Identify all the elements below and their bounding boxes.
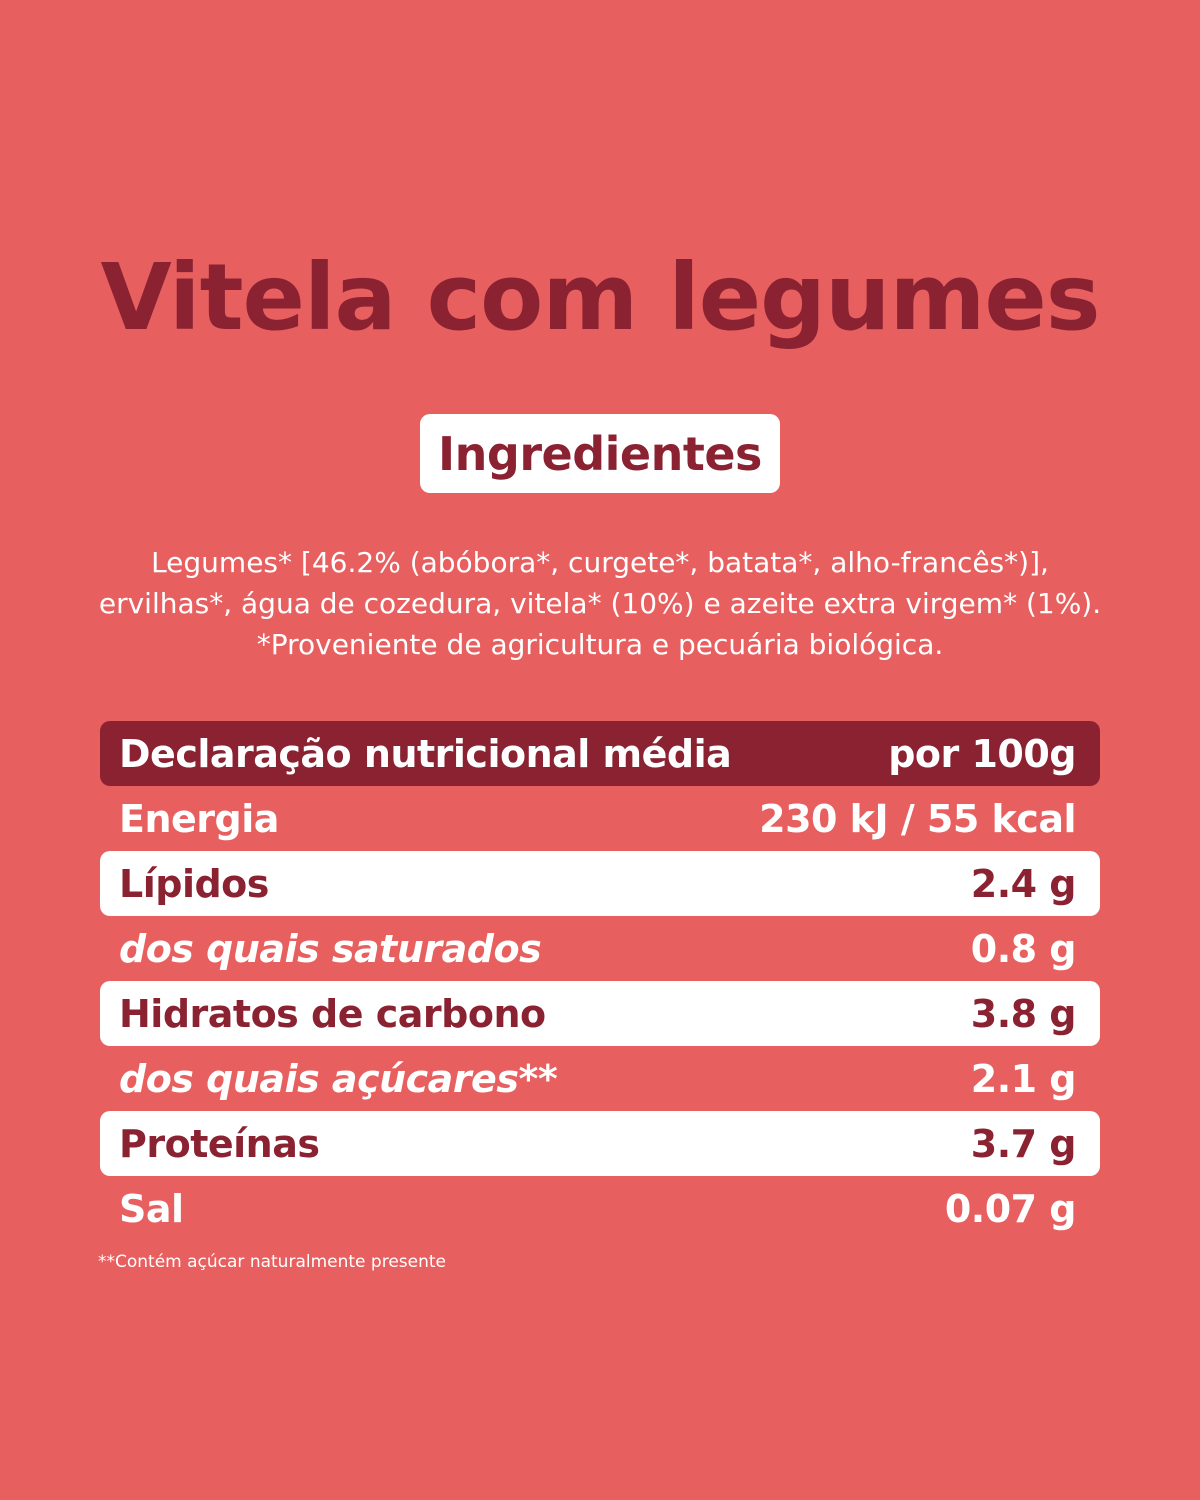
nutrition-row-proteinas: Proteínas 3.7 g (100, 1111, 1100, 1176)
ingredients-heading: Ingredientes (438, 426, 762, 481)
ingredients-text: Legumes* [46.2% (abóbora*, curgete*, bat… (40, 542, 1160, 665)
nutrition-row-sal: Sal 0.07 g (100, 1176, 1100, 1241)
nutrient-label: Hidratos de carbono (119, 991, 546, 1036)
nutrition-table: Declaração nutricional média por 100g En… (100, 721, 1100, 1241)
nutrient-value: 0.07 g (944, 1186, 1077, 1231)
nutrient-value: 3.8 g (970, 991, 1077, 1036)
ingredients-line: Legumes* [46.2% (abóbora*, curgete*, bat… (151, 546, 1049, 579)
nutrient-label: Sal (119, 1186, 184, 1231)
nutrient-value: 3.7 g (970, 1121, 1077, 1166)
footnote: **Contém açúcar naturalmente presente (98, 1252, 446, 1272)
nutrient-value: 2.1 g (970, 1056, 1077, 1101)
product-title: Vitela com legumes (100, 244, 1100, 351)
ingredients-line: ervilhas*, água de cozedura, vitela* (10… (98, 587, 1102, 620)
nutrition-header-label: Declaração nutricional média (119, 731, 732, 776)
nutrient-value: 230 kJ / 55 kcal (759, 796, 1076, 841)
nutrient-label: dos quais saturados (119, 926, 542, 971)
nutrient-value: 0.8 g (970, 926, 1077, 971)
nutrition-table-header: Declaração nutricional média por 100g (100, 721, 1100, 786)
nutrition-row-energia: Energia 230 kJ / 55 kcal (100, 786, 1100, 851)
nutrition-header-value: por 100g (888, 731, 1076, 776)
ingredients-heading-badge: Ingredientes (420, 414, 780, 493)
nutrition-row-saturados: dos quais saturados 0.8 g (100, 916, 1100, 981)
nutrient-label: Lípidos (119, 861, 269, 906)
nutrition-row-lipidos: Lípidos 2.4 g (100, 851, 1100, 916)
ingredients-line: *Proveniente de agricultura e pecuária b… (256, 628, 944, 661)
nutrition-row-hidratos: Hidratos de carbono 3.8 g (100, 981, 1100, 1046)
nutrient-label: Energia (119, 796, 279, 841)
nutrient-label: Proteínas (119, 1121, 320, 1166)
nutrition-row-acucares: dos quais açúcares** 2.1 g (100, 1046, 1100, 1111)
nutrient-value: 2.4 g (970, 861, 1077, 906)
nutrient-label: dos quais açúcares** (119, 1056, 558, 1101)
